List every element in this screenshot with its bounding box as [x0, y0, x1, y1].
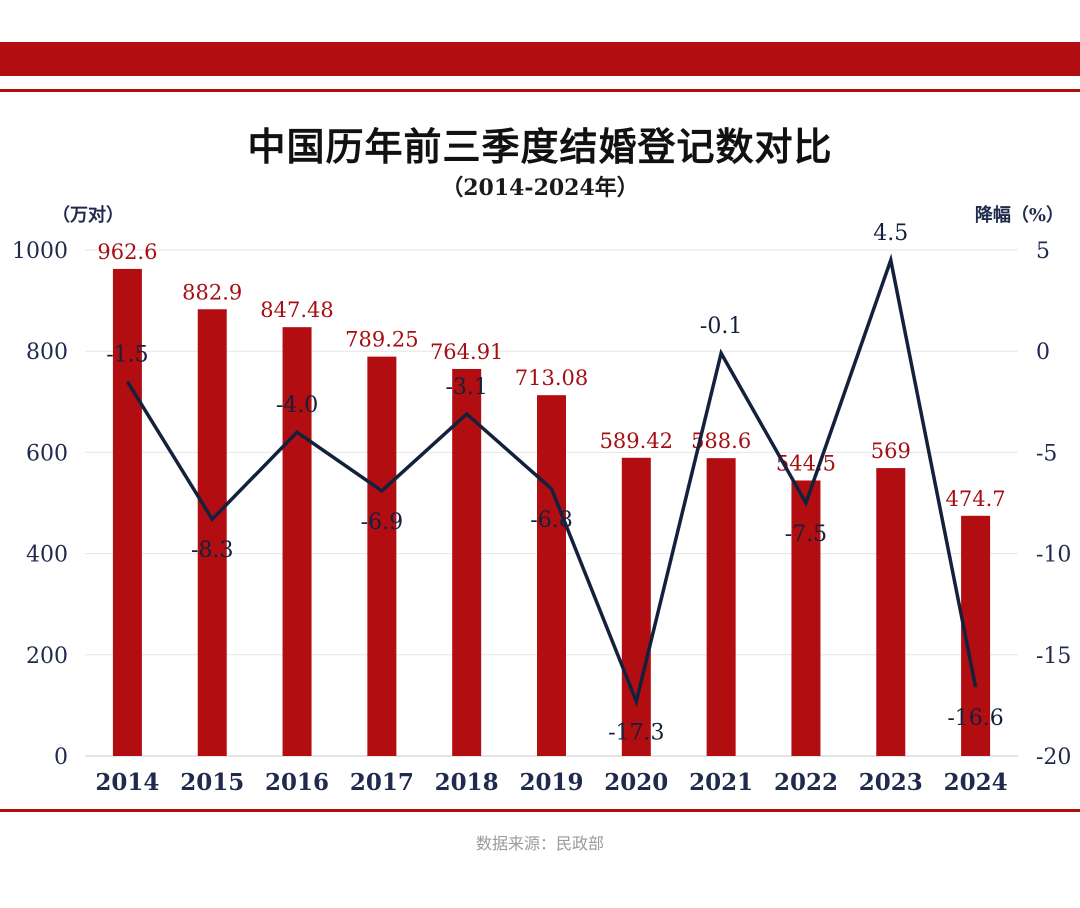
line-value-label: -7.5 [785, 522, 827, 547]
bar-value-label: 847.48 [260, 298, 333, 322]
decline-rate-line [125, 253, 978, 708]
y-left-tick-label: 200 [26, 644, 68, 669]
bar-value-label: 569 [871, 439, 911, 463]
y-right-axis-label: 降幅（%） [975, 204, 1064, 226]
x-tick-label: 2017 [350, 769, 414, 796]
bar-value-label: 789.25 [345, 328, 418, 352]
top-banner-band [0, 42, 1080, 76]
bar [282, 327, 312, 756]
bottom-divider-rule [0, 809, 1080, 812]
y-right-tick-label: 0 [1036, 340, 1050, 365]
bar [197, 309, 227, 756]
line-value-label: -8.3 [191, 538, 233, 563]
bar [367, 356, 397, 756]
chart-title: 中国历年前三季度结婚登记数对比 [247, 124, 833, 169]
x-tick-label: 2015 [180, 769, 244, 796]
data-source-note: 数据来源：民政部 [475, 834, 604, 853]
x-tick-label: 2018 [435, 769, 499, 796]
x-tick-label: 2014 [95, 769, 159, 796]
y-right-tick-label: -20 [1036, 745, 1071, 770]
bar [876, 468, 906, 756]
bar-value-label: 882.9 [182, 280, 242, 304]
x-tick-label: 2022 [774, 769, 838, 796]
top-divider-rule [0, 89, 1080, 92]
y-left-tick-label: 800 [26, 340, 68, 365]
y-left-axis-label: （万对） [52, 204, 124, 226]
x-tick-label: 2021 [689, 769, 753, 796]
x-tick-label: 2024 [944, 769, 1008, 796]
line-value-label: -16.6 [947, 706, 1003, 731]
y-right-tick-label: -10 [1036, 543, 1071, 568]
line-value-label: -4.0 [276, 393, 318, 418]
y-right-tick-label: -5 [1036, 441, 1057, 466]
bar-value-label: 474.7 [946, 487, 1006, 511]
bar-value-label: 962.6 [97, 240, 157, 264]
bar-value-label: 764.91 [430, 340, 503, 364]
bar-value-label: 544.5 [776, 451, 836, 475]
bar [452, 368, 482, 756]
line-value-label: -3.1 [445, 375, 487, 400]
line-value-label: 4.5 [873, 221, 908, 246]
y-right-tick-label: 5 [1036, 239, 1050, 264]
y-left-tick-label: 600 [26, 441, 68, 466]
line-value-label: -17.3 [608, 720, 664, 745]
x-tick-label: 2016 [265, 769, 329, 796]
line-value-label: -6.9 [361, 510, 403, 535]
bar [791, 480, 821, 756]
y-left-tick-label: 400 [26, 543, 68, 568]
x-tick-label: 2023 [859, 769, 923, 796]
y-right-tick-label: -15 [1036, 644, 1071, 669]
y-left-tick-label: 0 [54, 745, 68, 770]
bar-value-label: 589.42 [600, 429, 673, 453]
x-tick-label: 2020 [604, 769, 668, 796]
bar [537, 395, 566, 756]
bar-value-label: 713.08 [515, 366, 588, 390]
bar [706, 458, 736, 756]
y-left-tick-label: 1000 [12, 239, 68, 264]
line-value-label: -6.8 [530, 508, 572, 533]
line-value-label: -0.1 [700, 314, 742, 339]
x-tick-label: 2019 [519, 769, 583, 796]
chart-subtitle: （2014-2024年） [441, 175, 639, 201]
line-value-label: -1.5 [106, 343, 148, 368]
bar [621, 457, 651, 756]
bar [112, 268, 142, 756]
